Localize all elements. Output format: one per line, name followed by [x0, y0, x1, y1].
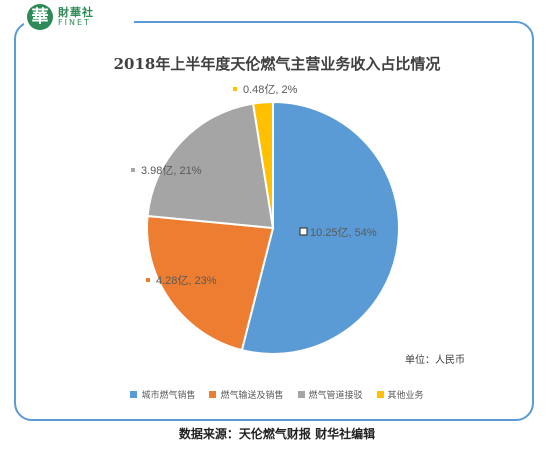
data-label-2: 4.28亿, 23%	[156, 274, 217, 287]
finet-logo: 華 財華社 FINET	[24, 2, 134, 32]
legend-item-2: 燃气输送及销售	[209, 388, 284, 401]
unit-note: 单位：人民币	[405, 355, 465, 366]
data-label-marker-4	[233, 87, 237, 91]
data-label-3: 3.98亿, 21%	[141, 164, 202, 177]
data-label-4: 0.48亿, 2%	[243, 83, 298, 96]
data-label-marker-2	[146, 278, 150, 282]
legend-label: 燃气输送及销售	[220, 391, 284, 401]
legend-swatch	[209, 391, 217, 398]
data-label-marker-3	[131, 168, 135, 172]
legend-label: 燃气管道接驳	[308, 391, 363, 401]
pie-slice-2	[146, 214, 275, 352]
legend-item-1: 城市燃气销售	[130, 388, 195, 401]
legend-label: 其他业务	[387, 391, 424, 401]
pie-slice-3	[146, 102, 275, 230]
legend-item-4: 其他业务	[376, 388, 424, 401]
legend-swatch	[130, 391, 138, 398]
finet-logo-mark: 華	[27, 4, 53, 30]
legend-swatch	[376, 391, 384, 398]
legend-item-3: 燃气管道接驳	[297, 388, 363, 401]
data-label-1: 10.25亿, 54%	[310, 226, 377, 239]
legend-label: 城市燃气销售	[141, 391, 196, 401]
legend-swatch	[297, 391, 305, 398]
chart-title: 2018年上半年度天伦燃气主营业务收入占比情况	[113, 55, 441, 73]
finet-logo-name-en: FINET	[58, 18, 91, 27]
data-label-marker-1	[299, 227, 308, 236]
data-source: 数据来源：天伦燃气财报 财华社编辑	[178, 427, 376, 441]
finet-logo-name-cn: 財華社	[58, 6, 94, 19]
pie-slice-4	[251, 100, 274, 229]
chart-legend: 城市燃气销售 燃气输送及销售 燃气管道接驳 其他业务	[0, 388, 554, 401]
pie-slice-1	[240, 100, 400, 355]
